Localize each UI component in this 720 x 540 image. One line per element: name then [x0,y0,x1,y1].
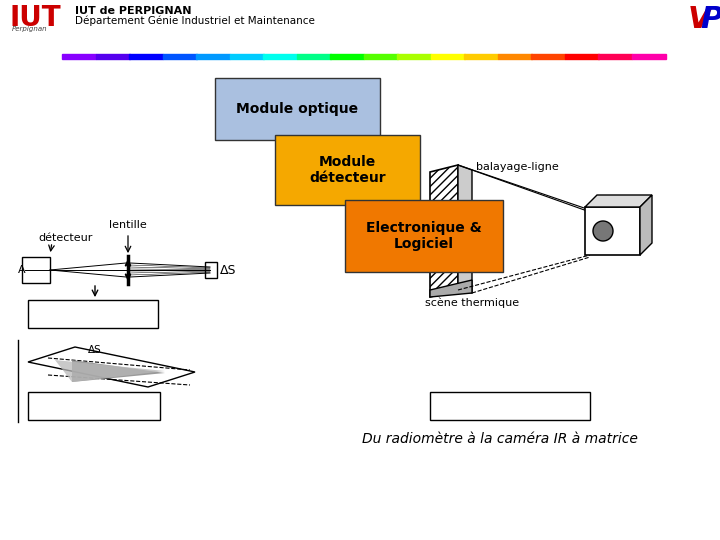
Text: Département Génie Industriel et Maintenance: Département Génie Industriel et Maintena… [75,16,315,26]
Bar [275,135,420,205]
Bar [196,54,230,59]
Polygon shape [28,347,195,387]
Polygon shape [458,165,472,293]
Text: ΔS: ΔS [220,264,236,276]
Bar [215,78,380,140]
Text: Du radiomètre à la caméra IR à matrice: Du radiomètre à la caméra IR à matrice [362,432,638,446]
Bar [263,54,297,59]
Bar [163,54,197,59]
Bar [464,54,498,59]
Bar [28,392,160,420]
Text: lentille: lentille [109,220,147,230]
Bar [62,54,96,59]
Text: balayage-
trame: balayage- trame [358,185,413,207]
Polygon shape [430,280,472,297]
Text: V: V [688,5,711,34]
Text: ΔS: ΔS [490,223,505,233]
Bar [364,54,397,59]
Bar [96,54,130,59]
Bar [631,54,665,59]
Text: IUT: IUT [10,4,62,32]
Bar [564,54,598,59]
Bar [0,0,720,55]
Bar [22,257,50,283]
Bar [397,54,431,59]
Bar [430,392,590,420]
Bar [531,54,565,59]
Text: ΔS: ΔS [88,345,102,355]
Circle shape [593,221,613,241]
Bar [330,54,364,59]
Polygon shape [430,165,458,297]
Polygon shape [640,195,652,255]
Text: A: A [18,265,26,275]
Text: θ: θ [475,219,481,229]
Bar [205,262,217,278]
Text: Electronique &
Logiciel: Electronique & Logiciel [366,221,482,251]
Bar [129,54,163,59]
Text: balayage-ligne: balayage-ligne [476,162,559,172]
Bar [230,54,264,59]
Polygon shape [585,195,652,207]
Text: Module
détecteur: Module détecteur [309,155,386,185]
Text: détecteur: détecteur [38,233,92,243]
Text: IUT de PERPIGNAN: IUT de PERPIGNAN [75,6,192,16]
Polygon shape [55,360,165,382]
Text: scène thermique: scène thermique [425,298,519,308]
Text: Module optique: Module optique [236,102,359,116]
Bar [297,54,330,59]
Bar [498,54,531,59]
Bar [28,300,158,328]
Bar [585,207,640,255]
Bar [431,54,464,59]
Text: P: P [700,5,720,34]
Bar [598,54,632,59]
Bar [345,200,503,272]
Text: Perpignan: Perpignan [12,26,48,32]
Polygon shape [72,360,165,382]
